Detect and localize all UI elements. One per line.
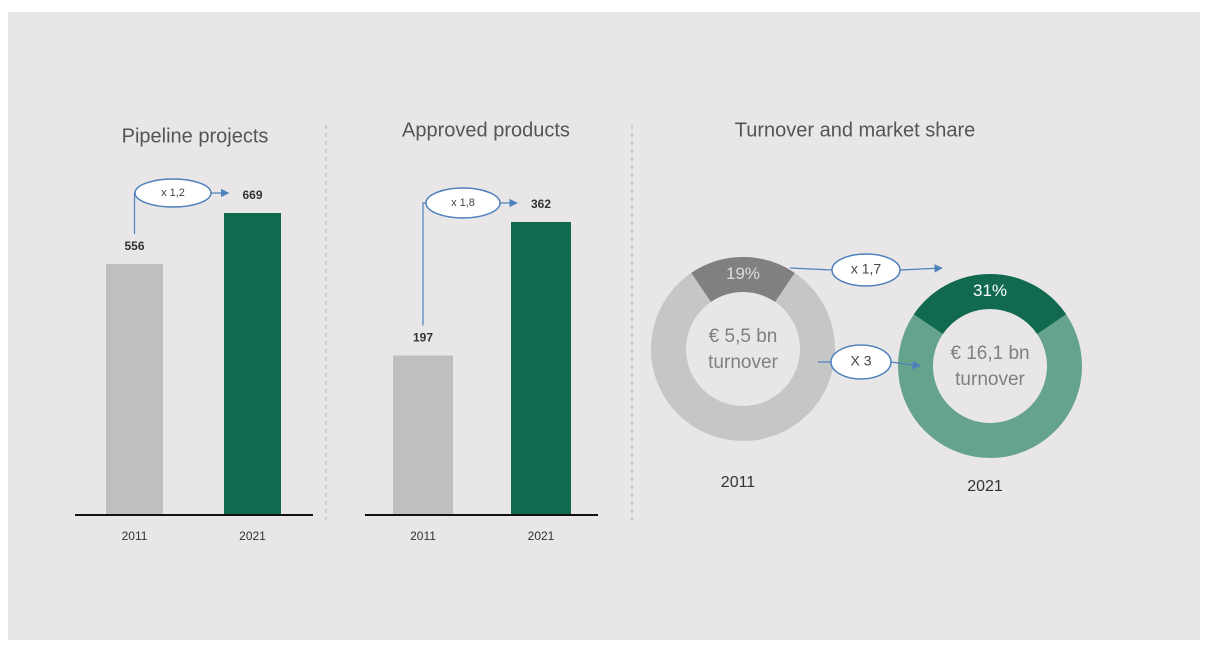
category-label: 2021 (967, 478, 1003, 495)
chart-title: Turnover and market share (735, 119, 975, 141)
segment-label: 19% (726, 264, 760, 283)
multiplier-bubble (830, 344, 892, 380)
multiplier-label: X 3 (850, 353, 871, 369)
center-label: turnover (955, 369, 1025, 390)
donut-segment (691, 257, 795, 303)
x-tick-label: 2021 (239, 529, 266, 543)
bar-value-label: 362 (531, 197, 551, 211)
multiplier-label: x 1,8 (451, 197, 475, 209)
chart-title: Pipeline projects (122, 125, 269, 147)
chart-title: Approved products (402, 119, 570, 141)
center-label: turnover (708, 352, 778, 373)
multiplier-bubble (831, 253, 901, 287)
connector (133, 192, 136, 235)
multiplier-bubble (425, 187, 501, 219)
segment-label: 31% (973, 281, 1007, 300)
arrow (789, 267, 833, 271)
arrow (890, 360, 921, 370)
center-label: € 16,1 bn (950, 343, 1029, 364)
panel (8, 12, 1200, 640)
multiplier-label: x 1,7 (851, 261, 882, 277)
bar-value-label: 556 (124, 239, 144, 253)
x-tick-label: 2011 (410, 529, 436, 543)
multiplier-bubble (134, 178, 212, 208)
bar-value-label: 197 (413, 331, 433, 345)
bar (224, 213, 281, 515)
connector (422, 202, 426, 326)
bar (106, 264, 163, 515)
multiplier-label: x 1,2 (161, 187, 185, 199)
x-tick-label: 2011 (122, 529, 148, 543)
center-label: € 5,5 bn (709, 326, 778, 347)
category-label: 2011 (721, 474, 756, 491)
donut-segment (913, 274, 1067, 335)
arrow (899, 264, 943, 273)
bar (393, 355, 453, 515)
bar-value-label: 669 (242, 188, 262, 202)
x-tick-label: 2021 (528, 529, 555, 543)
bar (511, 222, 571, 515)
